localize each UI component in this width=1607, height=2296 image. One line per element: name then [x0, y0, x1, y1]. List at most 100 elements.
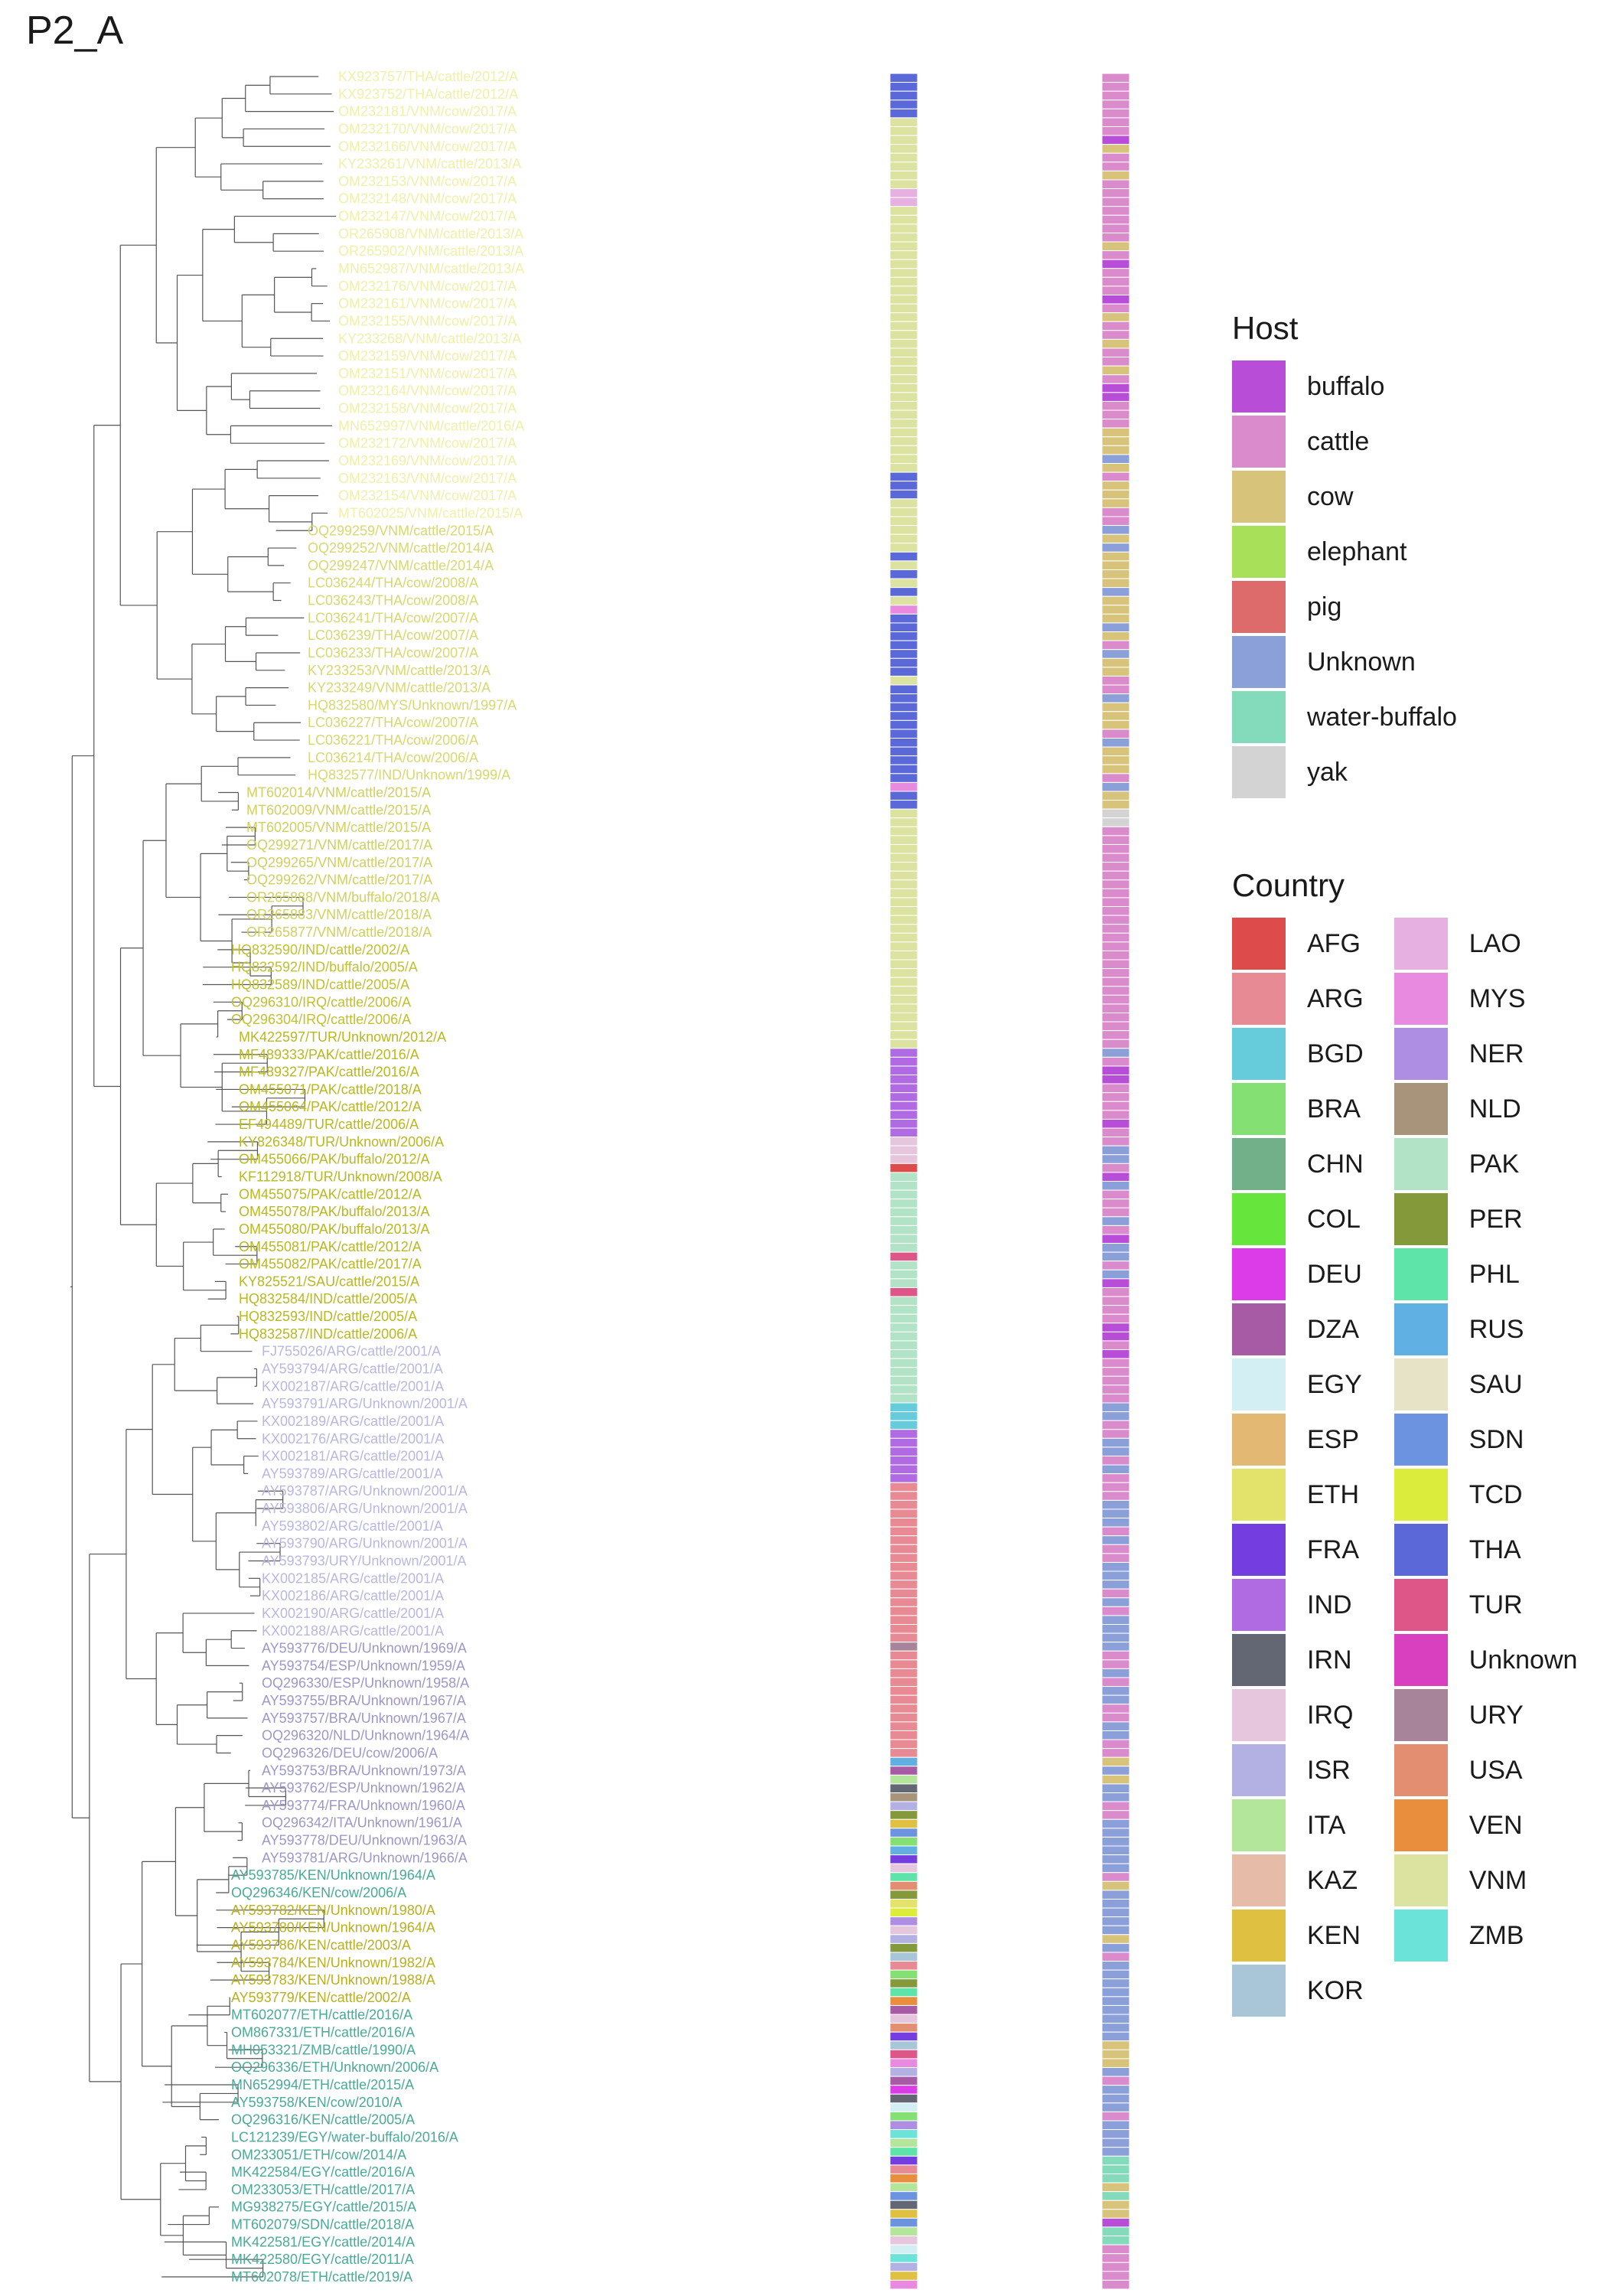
host-strip-cell [1101, 2279, 1130, 2290]
host-strip-cell [1101, 2217, 1130, 2228]
country-strip-cell [889, 1384, 918, 1394]
tip-label: AY593780/KEN/Unknown/1964/A [231, 1920, 435, 1936]
tip-label: OQ299262/VNM/cattle/2017/A [246, 872, 432, 888]
country-legend-label: RUS [1468, 1314, 1524, 1344]
host-legend-swatch [1232, 746, 1286, 798]
country-strip-cell [889, 2147, 918, 2157]
country-legend-item-phl: PHL [1393, 1247, 1578, 1302]
country-strip-cell [889, 595, 918, 606]
tip-label: MT602079/SDN/cattle/2018/A [231, 2217, 414, 2232]
host-strip-cell [1101, 1039, 1130, 1049]
host-strip-cell [1101, 2173, 1130, 2183]
host-strip-cell [1101, 1083, 1130, 1094]
host-strip-cell [1101, 817, 1130, 827]
host-strip-cell [1101, 1393, 1130, 1404]
tip-label: OM455071/PAK/cattle/2018/A [239, 1081, 422, 1097]
tip-label: OM232163/VNM/cow/2017/A [338, 471, 517, 486]
host-legend-label: cattle [1307, 426, 1370, 456]
tip-label: HQ832592/IND/buffalo/2005/A [231, 960, 418, 975]
host-legend-swatch [1232, 581, 1286, 633]
country-strip-cell [889, 161, 918, 171]
country-strip-cell [889, 250, 918, 260]
host-strip-cell [1101, 2271, 1130, 2281]
host-strip-cell [1101, 1145, 1130, 1156]
country-legend-label: ISR [1307, 1755, 1351, 1785]
country-strip-cell [889, 223, 918, 233]
tip-label: MK422597/TUR/Unknown/2012/A [239, 1029, 446, 1045]
country-strip-cell [889, 1199, 918, 1208]
tip-label: AY593776/DEU/Unknown/1969/A [262, 1641, 467, 1656]
host-legend-item-unknown: Unknown [1232, 634, 1457, 690]
country-legend-item-pak: PAK [1393, 1137, 1578, 1192]
tip-label: MT602078/ETH/cattle/2019/A [231, 2269, 412, 2285]
country-legend-item-col: COL [1232, 1192, 1364, 1247]
country-strip-cell [889, 2200, 918, 2210]
tip-label: LC036221/THA/cow/2006/A [308, 732, 478, 748]
country-legend-label: KEN [1307, 1920, 1361, 1950]
country-strip-cell [889, 1526, 918, 1537]
country-strip-cell [889, 1942, 918, 1953]
country-strip-cell [889, 1845, 918, 1856]
tip-label: OM455082/PAK/cattle/2017/A [239, 1257, 422, 1272]
tip-label: OQ299271/VNM/cattle/2017/A [246, 837, 432, 853]
country-legend-item-lao: LAO [1393, 916, 1578, 971]
country-strip-cell [889, 1890, 918, 1900]
country-strip-cell [889, 436, 918, 446]
tip-label: OM867331/ETH/cattle/2016/A [231, 2025, 415, 2040]
tip-label: AY593789/ARG/cattle/2001/A [262, 1466, 443, 1481]
host-strip-cell [1101, 1092, 1130, 1102]
tip-label: AY593781/ARG/Unknown/1966/A [262, 1850, 468, 1865]
country-strip-cell [889, 1367, 918, 1377]
country-strip-cell [889, 2191, 918, 2201]
country-strip-cell [889, 1570, 918, 1581]
country-legend-item-isr: ISR [1232, 1743, 1364, 1798]
country-strip-cell [889, 808, 918, 819]
host-strip-cell [1101, 915, 1130, 925]
host-legend-label: water-buffalo [1307, 702, 1457, 732]
country-legend-label: PHL [1468, 1259, 1520, 1289]
country-strip-cell [889, 605, 918, 615]
host-strip-cell [1101, 631, 1130, 641]
country-strip-cell [889, 2217, 918, 2228]
country-strip-cell [889, 950, 918, 960]
country-strip-cell [889, 702, 918, 713]
country-strip-cell [889, 817, 918, 827]
tip-label: OM232151/VNM/cow/2017/A [338, 366, 517, 381]
country-strip-cell [889, 489, 918, 500]
country-strip-cell [889, 516, 918, 527]
country-strip-cell [889, 409, 918, 420]
host-strip-cell [1101, 374, 1130, 384]
country-legend-item-tcd: TCD [1393, 1467, 1578, 1522]
host-strip-cell [1101, 702, 1130, 713]
country-strip-cell [889, 1446, 918, 1456]
host-legend-title: Host [1232, 310, 1299, 346]
host-strip-cell [1101, 977, 1130, 987]
host-strip-cell [1101, 1199, 1130, 1208]
country-strip-cell [889, 1704, 918, 1714]
country-strip-cell [889, 295, 918, 305]
country-strip-cell [889, 853, 918, 863]
tip-label: AY593779/KEN/cattle/2002/A [231, 1990, 411, 2005]
tip-label: OM232159/VNM/cow/2017/A [338, 348, 517, 364]
host-strip-cell [1101, 605, 1130, 615]
host-strip-cell [1101, 897, 1130, 908]
host-strip-cell [1101, 2004, 1130, 2015]
country-strip-cell [889, 738, 918, 748]
tip-label: OM232164/VNM/cow/2017/A [338, 383, 517, 399]
host-legend-swatch [1232, 526, 1286, 578]
host-legend-item-cow: cow [1232, 469, 1457, 524]
country-strip-cell [889, 1642, 918, 1652]
country-strip-cell [889, 1473, 918, 1483]
country-strip-cell [889, 1207, 918, 1218]
host-strip-cell [1101, 613, 1130, 624]
host-strip-cell [1101, 755, 1130, 765]
host-legend-label: yak [1307, 757, 1348, 787]
country-strip-cell [889, 481, 918, 491]
host-strip-cell [1101, 941, 1130, 951]
country-legend-swatch [1393, 1248, 1448, 1300]
host-strip-cell [1101, 1429, 1130, 1439]
tip-label: AY593778/DEU/Unknown/1963/A [262, 1833, 467, 1848]
host-strip-cell [1101, 436, 1130, 446]
host-legend-label: buffalo [1307, 371, 1385, 401]
country-strip-cell [889, 2182, 918, 2193]
